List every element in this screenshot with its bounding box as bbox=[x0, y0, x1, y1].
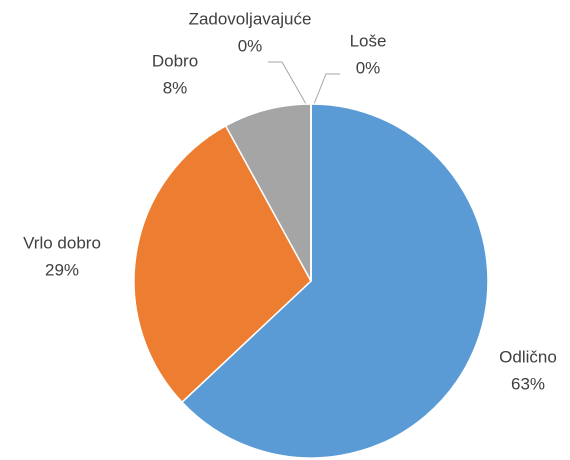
slice-category-label: Loše bbox=[350, 31, 387, 50]
leader-line bbox=[268, 61, 307, 105]
pie-slice bbox=[133, 124, 312, 404]
slice-value-label: 29% bbox=[45, 260, 79, 279]
slice-category-label: Dobro bbox=[152, 51, 198, 70]
slice-value-label: 8% bbox=[163, 78, 188, 97]
slice-value-label: 0% bbox=[356, 58, 381, 77]
slice-value-label: 63% bbox=[511, 374, 545, 393]
slice-category-label: Vrlo dobro bbox=[23, 233, 101, 252]
pie-slice bbox=[224, 103, 312, 282]
slice-value-label: 0% bbox=[238, 36, 263, 55]
pie-slice bbox=[180, 103, 489, 459]
leader-line bbox=[313, 73, 340, 105]
slice-category-label: Odlično bbox=[499, 347, 557, 366]
slice-category-label: Zadovoljavajuće bbox=[189, 9, 312, 28]
